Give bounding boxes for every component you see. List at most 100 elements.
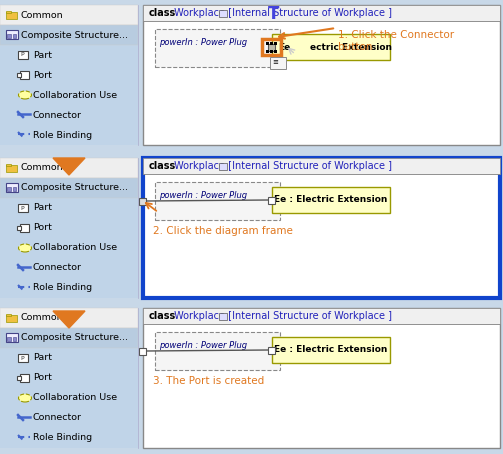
Bar (6, 11, 11, 13)
Bar (0, 328, 138, 348)
Text: Common: Common (21, 10, 63, 20)
Bar (0, 158, 138, 298)
Text: Port: Port (33, 374, 52, 383)
Text: P: P (20, 206, 24, 211)
Ellipse shape (19, 91, 32, 99)
Bar (20, 374, 29, 382)
Bar (20, 224, 29, 232)
Bar (0, 5, 138, 145)
Bar (155, 332, 280, 370)
Text: class: class (149, 311, 176, 321)
Bar (271, 41, 274, 44)
Text: Role Binding: Role Binding (33, 283, 92, 292)
Text: Composite Structure...: Composite Structure... (21, 183, 128, 192)
Text: Ee : Electric Extension: Ee : Electric Extension (274, 345, 388, 355)
Bar (272, 337, 390, 363)
Bar (0, 308, 138, 448)
Bar (13, 337, 16, 341)
Bar (271, 49, 274, 53)
Bar (155, 182, 280, 220)
Bar (20, 71, 29, 79)
Bar (18, 204, 28, 212)
Ellipse shape (19, 394, 32, 402)
Text: Role Binding: Role Binding (33, 434, 92, 443)
Bar (139, 197, 146, 204)
Ellipse shape (19, 244, 32, 252)
Bar (219, 163, 227, 169)
Bar (155, 29, 280, 67)
Bar (143, 308, 500, 324)
Bar (7, 187, 11, 191)
Polygon shape (53, 158, 85, 175)
Text: Internal Structure of Workplace ]: Internal Structure of Workplace ] (229, 161, 392, 171)
Text: class: class (149, 161, 176, 171)
Text: Role Binding: Role Binding (33, 130, 92, 139)
Bar (18, 354, 28, 362)
Bar (6, 183, 18, 192)
Bar (7, 34, 11, 38)
Bar (6, 315, 17, 322)
Bar (18, 51, 28, 59)
Text: Internal Structure of Workplace ]: Internal Structure of Workplace ] (229, 8, 392, 18)
Text: Part: Part (33, 354, 52, 362)
Bar (269, 44, 276, 50)
Bar (0, 178, 138, 198)
Bar (219, 312, 227, 320)
Bar (0, 25, 138, 45)
Bar (143, 5, 500, 21)
Text: ≡: ≡ (273, 59, 278, 65)
Bar (275, 49, 278, 53)
Text: Ee: Ee (278, 43, 290, 51)
Bar (143, 5, 500, 145)
Text: P: P (20, 355, 24, 360)
Text: 2. Click the diagram frame: 2. Click the diagram frame (153, 226, 293, 236)
Text: P: P (20, 53, 24, 58)
Bar (6, 12, 17, 19)
Bar (6, 30, 18, 39)
Bar (143, 158, 500, 298)
Bar (6, 333, 18, 342)
Bar (17, 376, 21, 380)
Text: Common: Common (21, 163, 63, 173)
Text: Connector: Connector (33, 263, 82, 272)
Text: powerIn : Power Plug: powerIn : Power Plug (159, 191, 247, 200)
Text: Collaboration Use: Collaboration Use (33, 90, 117, 99)
Text: class: class (149, 8, 176, 18)
Text: Workplace [: Workplace [ (171, 311, 232, 321)
Text: Workplace [: Workplace [ (171, 8, 232, 18)
Bar (263, 39, 282, 54)
Bar (17, 226, 21, 230)
Text: 3. The Port is created: 3. The Port is created (153, 376, 264, 386)
Bar (0, 5, 138, 25)
Text: Collaboration Use: Collaboration Use (33, 394, 117, 403)
Text: ectric Extension: ectric Extension (310, 43, 392, 51)
Bar (6, 165, 17, 172)
Bar (0, 308, 138, 328)
Text: Collaboration Use: Collaboration Use (33, 243, 117, 252)
Text: Composite Structure...: Composite Structure... (21, 334, 128, 342)
Bar (269, 346, 276, 354)
Text: T: T (268, 5, 280, 23)
Text: Common: Common (21, 314, 63, 322)
Text: powerIn : Power Plug: powerIn : Power Plug (159, 38, 247, 47)
Bar (7, 337, 11, 341)
Bar (267, 41, 270, 44)
Bar (6, 314, 11, 316)
Bar (17, 73, 21, 77)
Bar (271, 56, 287, 69)
Polygon shape (53, 311, 85, 328)
Bar (143, 308, 500, 448)
Text: Connector: Connector (33, 110, 82, 119)
Bar (272, 34, 390, 60)
Text: Port: Port (33, 70, 52, 79)
Bar (13, 34, 16, 38)
Bar (275, 41, 278, 44)
Text: Port: Port (33, 223, 52, 232)
Bar (267, 49, 270, 53)
Bar (13, 187, 16, 191)
Bar (143, 158, 500, 174)
Text: 1. Click the Connector
button: 1. Click the Connector button (338, 30, 454, 52)
Bar (139, 347, 146, 355)
Text: Connector: Connector (33, 414, 82, 423)
Bar (272, 187, 390, 213)
